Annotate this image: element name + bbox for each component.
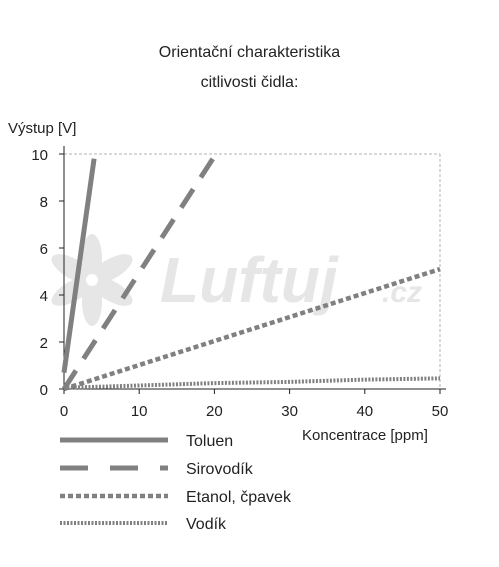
luftuj-watermark: Luftuj .cz bbox=[51, 234, 422, 326]
series-line-3 bbox=[63, 266, 441, 392]
y-tick-label: 0 bbox=[40, 382, 48, 399]
legend-label-1: Toluen bbox=[186, 433, 233, 450]
y-axis-label: Výstup [V] bbox=[8, 120, 76, 137]
series-line-4 bbox=[63, 376, 441, 390]
x-tick-label: 50 bbox=[432, 403, 449, 420]
y-tick-label: 10 bbox=[31, 147, 48, 164]
x-tick-label: 30 bbox=[281, 403, 298, 420]
series-line-2 bbox=[61, 154, 217, 391]
legend-label-3: Etanol, čpavek bbox=[186, 489, 292, 506]
x-tick-label: 10 bbox=[131, 403, 148, 420]
legend-label-2: Sirovodík bbox=[186, 461, 254, 478]
x-tick-label: 20 bbox=[206, 403, 223, 420]
x-axis-label: Koncentrace [ppm] bbox=[302, 427, 428, 444]
legend-label-4: Vodík bbox=[186, 516, 227, 533]
series-line-1 bbox=[61, 158, 97, 373]
x-tick-label: 0 bbox=[60, 403, 68, 420]
chart-title-line-2: citlivosti čidla: bbox=[200, 74, 299, 91]
watermark-brand: Luftuj bbox=[160, 244, 339, 316]
y-tick-label: 4 bbox=[40, 288, 48, 305]
y-tick-label: 2 bbox=[40, 335, 48, 352]
chart-title-line-1: Orientační charakteristika bbox=[158, 44, 341, 61]
y-tick-label: 8 bbox=[40, 194, 48, 211]
y-tick-label: 6 bbox=[40, 241, 48, 258]
x-tick-label: 40 bbox=[356, 403, 373, 420]
